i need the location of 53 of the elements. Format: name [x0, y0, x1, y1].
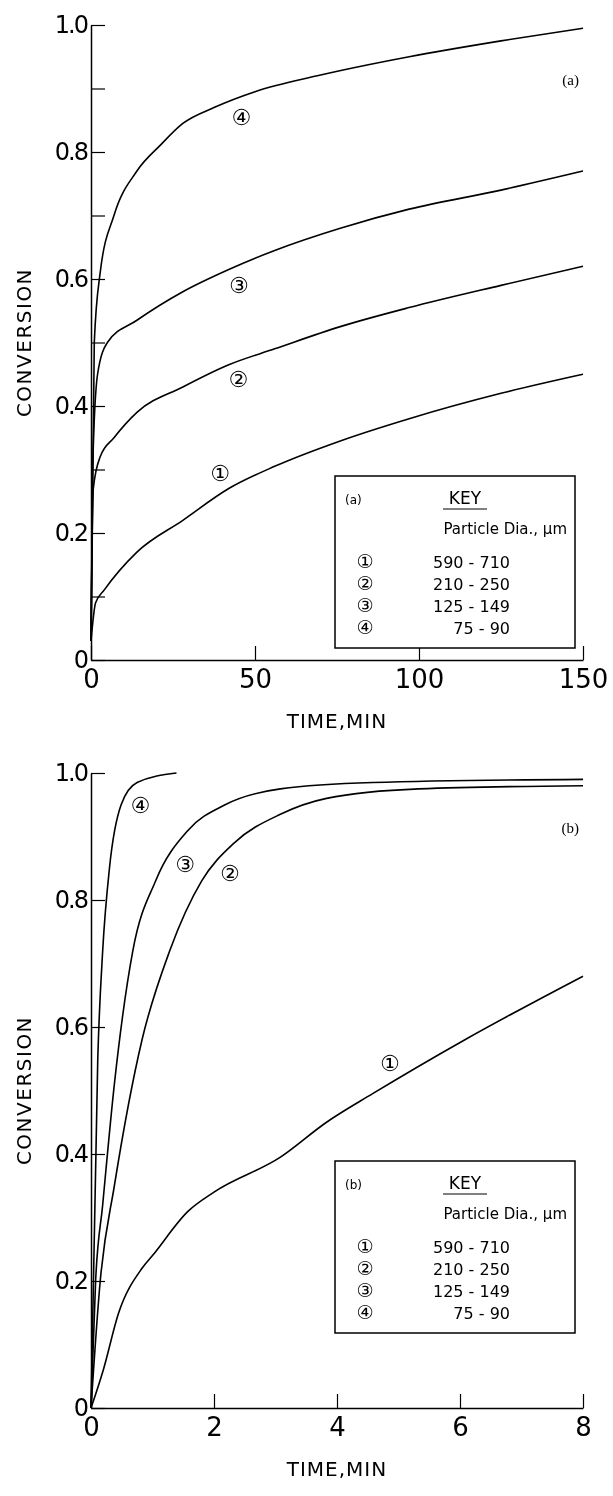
- y-axis-title: CONVERSION: [12, 267, 36, 418]
- annotation: (a): [345, 493, 362, 507]
- annotation: 210 - 250: [432, 575, 510, 594]
- annotation: (b): [345, 1178, 362, 1192]
- annotation: ①: [210, 461, 230, 487]
- annotation: ①: [356, 550, 374, 572]
- annotation: Particle Dia., μm: [443, 520, 567, 538]
- x-axis-title: TIME,MIN: [285, 1457, 388, 1481]
- x-tick-label: 150: [558, 664, 609, 695]
- y-tick-label: 1.0: [54, 11, 88, 40]
- annotation: ②: [356, 572, 374, 594]
- y-tick-label: 0.6: [54, 1013, 88, 1042]
- annotation: ①: [356, 1235, 374, 1257]
- annotation: ②: [220, 860, 240, 886]
- annotation: 75 - 90: [453, 619, 510, 638]
- annotation: ①: [379, 1050, 400, 1076]
- annotation: ④: [130, 793, 151, 819]
- y-tick-label: 1.0: [54, 759, 88, 788]
- annotation: 125 - 149: [432, 597, 510, 616]
- x-tick-label: 8: [575, 1412, 592, 1443]
- annotation: ③: [356, 1279, 374, 1301]
- annotation: Particle Dia., μm: [443, 1205, 567, 1223]
- y-tick-label: 0.4: [54, 392, 88, 421]
- x-tick-label: 50: [238, 664, 273, 695]
- x-tick-label: 100: [394, 664, 445, 695]
- annotation: 210 - 250: [432, 1260, 510, 1279]
- y-tick-label: 0.8: [54, 138, 88, 167]
- annotation: 125 - 149: [432, 1282, 510, 1301]
- annotation: KEY: [448, 488, 482, 508]
- x-axis-title: TIME,MIN: [285, 709, 388, 733]
- annotation: 590 - 710: [432, 1238, 510, 1257]
- y-axis-title: CONVERSION: [12, 1015, 36, 1166]
- annotation: ③: [356, 594, 374, 616]
- y-tick-label: 0.6: [54, 265, 88, 294]
- annotation: ③: [229, 272, 249, 298]
- annotation: ②: [228, 366, 249, 392]
- annotation: 75 - 90: [453, 1304, 510, 1323]
- annotation: ④: [356, 616, 374, 638]
- x-tick-label: 2: [206, 1412, 223, 1443]
- x-tick-label: 4: [329, 1412, 346, 1443]
- annotation: KEY: [448, 1173, 482, 1193]
- y-tick-label: 0.4: [54, 1140, 88, 1169]
- x-tick-label: 6: [452, 1412, 469, 1443]
- annotation: ④: [356, 1301, 374, 1323]
- annotation: ③: [175, 852, 196, 878]
- annotation: ④: [231, 104, 252, 130]
- text: (a): [562, 72, 579, 89]
- annotation: 590 - 710: [432, 553, 510, 572]
- y-tick-label: 0.8: [54, 886, 88, 915]
- text: (b): [561, 820, 579, 837]
- annotation: ②: [356, 1257, 374, 1279]
- y-tick-label: 0.2: [54, 1267, 87, 1296]
- y-tick-label: 0.2: [54, 519, 87, 548]
